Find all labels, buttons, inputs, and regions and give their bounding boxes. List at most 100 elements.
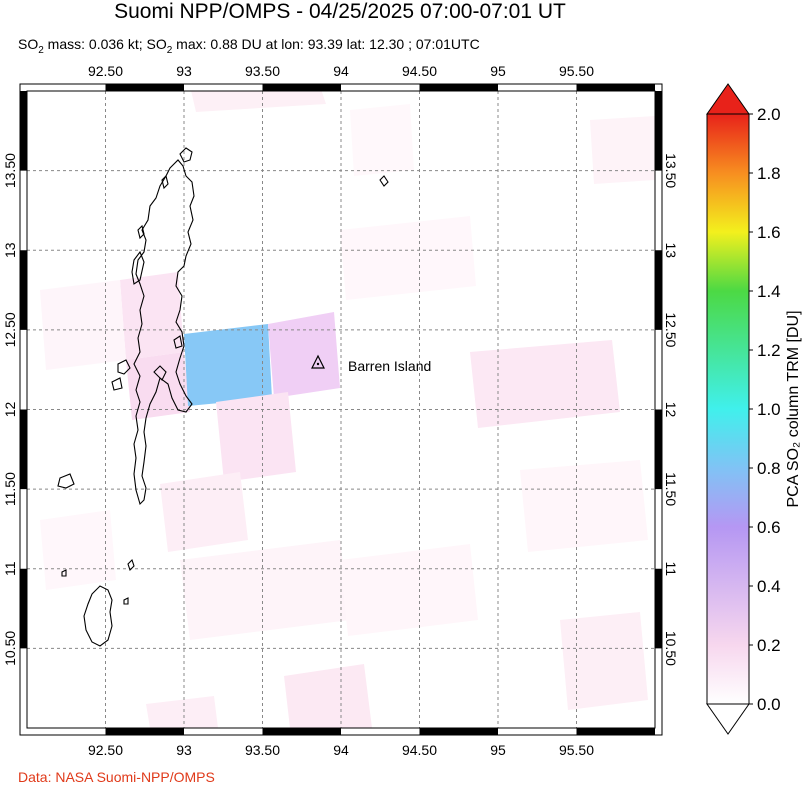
- lon-tick-label-top: 94.50: [402, 63, 437, 79]
- north-andaman-island: [133, 159, 195, 506]
- frame-bar-segment: [105, 728, 184, 735]
- coastlines: [57, 147, 389, 647]
- volcano-center-dot: [316, 362, 320, 366]
- islet: [111, 377, 123, 391]
- so2-subscript-2: 2: [166, 44, 173, 56]
- islet: [61, 569, 67, 577]
- colorbar-tick-label: 0.4: [757, 577, 781, 596]
- colorbar-tick-label: 1.4: [757, 282, 781, 301]
- frame-bar-segment: [20, 568, 27, 649]
- gridlines: [27, 91, 655, 728]
- lon-tick-label-top: 94: [333, 63, 349, 79]
- colorbar-tick-label: 1.0: [757, 400, 781, 419]
- so2-pixel: [160, 472, 248, 552]
- barren-island-marker: [311, 354, 325, 369]
- so2-pixel: [216, 392, 296, 482]
- lat-tick-label-right: 12: [663, 402, 679, 418]
- lat-tick-label-right: 11: [663, 561, 679, 576]
- colorbar-tick-label: 1.8: [757, 164, 781, 183]
- volcano-label: Barren Island: [348, 358, 431, 374]
- lon-tick-label-top: 92.50: [88, 63, 123, 79]
- colorbar-tick-label: 0.0: [757, 695, 781, 714]
- islet: [127, 558, 135, 572]
- tick-labels: 92.50 92.50 93 93 93.50 93.50 94 94 94.50 94.50 95…: [2, 63, 679, 758]
- frame-scale-bars: [20, 84, 662, 735]
- so2-pixel: [284, 664, 372, 728]
- islet: [379, 175, 389, 187]
- lat-tick-label-right: 10.50: [663, 631, 679, 666]
- colorbar-scale: [706, 113, 750, 705]
- frame-bar-segment: [655, 409, 662, 490]
- volcano-icon: [311, 354, 325, 369]
- colorbar-under-arrow: [706, 703, 750, 735]
- frame-bar-segment: [20, 409, 27, 490]
- frame-bar-segment: [262, 728, 341, 735]
- so2-label: SO: [18, 36, 39, 52]
- so2-pixel: [40, 510, 116, 590]
- lat-tick-label-left: 12: [2, 402, 18, 418]
- frame-bar-segment: [20, 91, 27, 171]
- so2-pixel: [146, 696, 218, 728]
- so2-pixel: [350, 104, 414, 176]
- islet: [137, 224, 145, 240]
- lon-tick-label-bottom: 95.50: [559, 742, 594, 758]
- islet: [161, 174, 169, 190]
- so2-pixel: [340, 216, 476, 300]
- frame-bar-segment: [655, 91, 662, 171]
- lat-tick-label-left: 11.50: [2, 472, 18, 506]
- lon-tick-label-bottom: 94: [333, 742, 349, 758]
- lat-tick-label-left: 11: [2, 561, 18, 576]
- so2-pixel: [470, 340, 620, 428]
- interview-island: [131, 250, 145, 285]
- so2-mass-text: mass: 0.036 kt; SO: [43, 36, 167, 52]
- lon-tick-label-bottom: 93: [176, 742, 192, 758]
- so2-pixel: [268, 312, 340, 398]
- frame-bar-segment: [20, 250, 27, 330]
- lon-tick-label-bottom: 92.50: [88, 742, 123, 758]
- colorbar-tick-label: 1.2: [757, 341, 781, 360]
- lat-tick-label-left: 13.50: [2, 153, 18, 188]
- lat-tick-label-right: 13.50: [663, 153, 679, 188]
- lon-tick-label-bottom: 95: [490, 742, 506, 758]
- frame-bar-segment: [105, 84, 184, 91]
- so2-max-text: max: 0.88 DU at lon: 93.39 lat: 12.30 ; …: [172, 36, 480, 52]
- lon-tick-label-top: 93: [176, 63, 192, 79]
- data-credit: Data: NASA Suomi-NPP/OMPS: [18, 769, 215, 785]
- so2-subscript: 2: [38, 44, 44, 56]
- islet: [117, 359, 131, 375]
- colorbar-tick-label: 1.6: [757, 223, 781, 242]
- lon-tick-label-bottom: 93.50: [245, 742, 280, 758]
- so2-pixel: [120, 272, 184, 360]
- landfall-island: [179, 147, 193, 163]
- frame-bar-segment: [576, 84, 655, 91]
- frame-bar-segment: [262, 84, 341, 91]
- colorbar: 0.0 0.2 0.4 0.6 0.8 1.0 1.2 1.4 1.6 1.8 2.0 PCA SO…: [706, 83, 802, 735]
- lat-tick-label-left: 13: [2, 242, 18, 258]
- so2-pixel: [520, 460, 648, 552]
- lat-tick-label-right: 13: [663, 242, 679, 258]
- colorbar-tick-label: 0.6: [757, 518, 781, 537]
- colorbar-over-arrow: [706, 83, 750, 115]
- lat-tick-label-left: 12.50: [2, 312, 18, 347]
- frame-bar-segment: [419, 728, 498, 735]
- colorbar-tick-label: 2.0: [757, 105, 781, 124]
- colorbar-label: PCA SO₂ column TRM [DU]: [785, 310, 802, 507]
- frame-bar-segment: [655, 250, 662, 330]
- islet: [57, 473, 75, 489]
- so2-pixel: [340, 544, 478, 636]
- islet: [173, 335, 183, 349]
- lat-tick-label-right: 11.50: [663, 472, 679, 506]
- so2-pixel: [180, 540, 350, 640]
- islet: [123, 597, 129, 605]
- lat-tick-label-right: 12.50: [663, 312, 679, 347]
- so2-pixel: [590, 116, 655, 184]
- colorbar-ticks: 0.0 0.2 0.4 0.6 0.8 1.0 1.2 1.4 1.6 1.8 2.0: [749, 105, 781, 714]
- lat-tick-label-left: 10.50: [2, 631, 18, 666]
- map-subtitle: SO2 mass: 0.036 kt; SO2 max: 0.88 DU at …: [18, 36, 480, 56]
- so2-pixels: [40, 91, 655, 728]
- lon-tick-label-top: 93.50: [245, 63, 280, 79]
- colorbar-tick-label: 0.8: [757, 459, 781, 478]
- lon-tick-label-bottom: 94.50: [402, 742, 437, 758]
- frame-bar-segment: [576, 728, 655, 735]
